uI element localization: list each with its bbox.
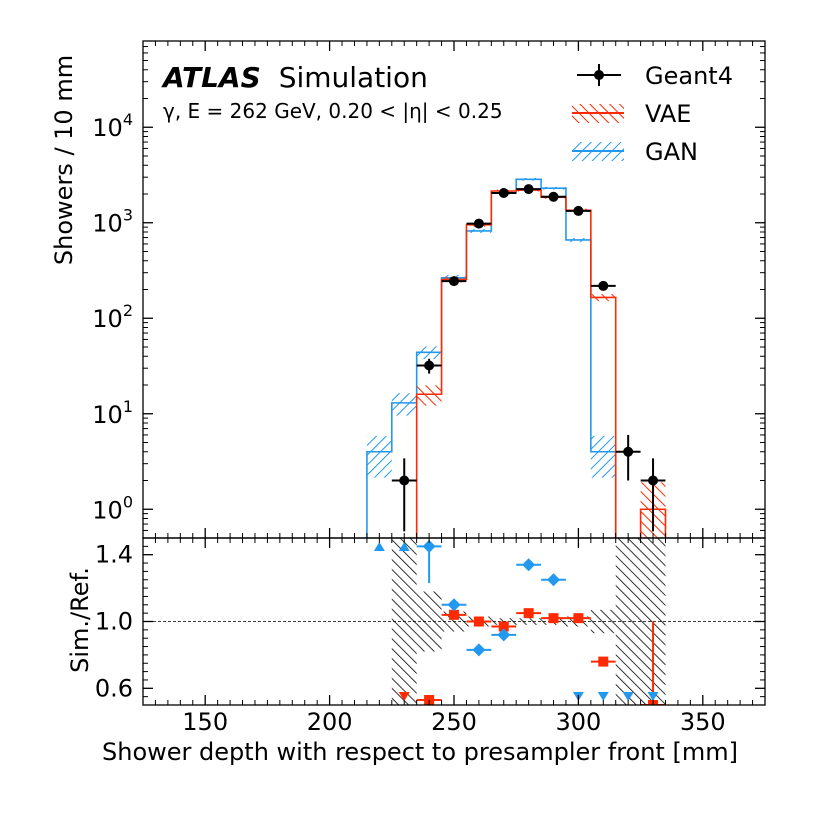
geant4-point-300	[573, 205, 584, 216]
legend-label-vae: VAE	[645, 100, 691, 128]
legend-item-geant4: Geant4	[577, 62, 733, 90]
vae-ratio-point-310	[598, 656, 609, 667]
main-y-tick-label: 104	[92, 110, 133, 142]
geant4-legend-marker	[594, 70, 604, 80]
main-y-tick-exponent: 0	[123, 492, 133, 511]
x-tick-label: 250	[431, 708, 477, 736]
main-y-tick-label: 101	[92, 397, 133, 429]
ratio-y-tick-label: 1.4	[95, 541, 133, 569]
gan-ratio-points	[416, 539, 566, 657]
ratio-content	[143, 538, 765, 705]
vae-ratio-point-240	[424, 694, 435, 705]
main-y-tick-label: 100	[92, 492, 133, 524]
vae-step-line	[415, 189, 667, 538]
gan-ratio-point-240	[422, 539, 436, 553]
geant4-point-230	[399, 475, 410, 486]
geant4-point-320	[623, 446, 634, 457]
main-histograms	[366, 178, 667, 538]
main-y-tick-exponent: 4	[123, 110, 133, 129]
ratio-y-ticks: 0.6 1.0 1.4	[95, 537, 765, 706]
gan-step-line	[366, 178, 617, 538]
gan-ratio-point-260	[472, 643, 486, 657]
gan-ratio-point-290	[547, 573, 561, 587]
gan-band-9	[590, 435, 616, 478]
legend-item-gan: GAN	[572, 138, 698, 166]
geant4-point-260	[473, 218, 484, 229]
ratio-y-axis-label: Sim./Ref.	[66, 567, 94, 673]
legend-label-gan: GAN	[645, 138, 698, 166]
ratio-frame	[142, 537, 766, 706]
main-y-tick-base: 10	[92, 401, 123, 429]
atlas-label: ATLAS Simulation	[161, 61, 428, 94]
geant4-point-290	[548, 191, 559, 202]
vae-ratio-point-260	[473, 616, 484, 627]
main-y-axis-label: Showers / 10 mm	[50, 55, 78, 265]
atlas-name: ATLAS	[161, 61, 261, 94]
gan-histogram	[366, 178, 617, 538]
x-axis-label: Shower depth with respect to presampler …	[102, 738, 738, 766]
legend-label-geant4: Geant4	[645, 62, 733, 90]
gan-ratio-point-280	[522, 558, 536, 572]
geant4-point-310	[598, 280, 609, 291]
ratio-offscale-markers	[373, 542, 659, 701]
vae-ratio-point-300	[573, 613, 584, 624]
x-tick-label: 200	[307, 708, 353, 736]
gan-offscale-marker-230	[398, 542, 410, 551]
gan-band-0	[366, 435, 392, 478]
geant4-point-330	[648, 475, 659, 486]
main-y-tick-label: 102	[92, 301, 133, 333]
main-y-tick-exponent: 3	[123, 206, 133, 225]
gan-ratio-point-250	[447, 598, 461, 612]
vae-band-2	[416, 385, 442, 406]
gan-offscale-marker-220	[373, 542, 385, 551]
atlas-suffix: Simulation	[279, 61, 428, 94]
vae-ratio-points	[416, 608, 666, 705]
vae-ratio-point-280	[523, 608, 534, 619]
gan-offscale-marker-310	[597, 692, 609, 701]
gan-ratio-point-270	[497, 628, 511, 642]
vae-ratio-point-270	[498, 621, 509, 632]
vae-offscale-marker-230	[398, 692, 410, 701]
main-y-tick-base: 10	[92, 496, 123, 524]
main-y-tick-label: 103	[92, 206, 133, 238]
geant4-point-240	[424, 360, 435, 371]
ratio-y-tick-label: 1.0	[95, 608, 133, 636]
gan-offscale-marker-330	[647, 692, 659, 701]
ratio-panel: 0.6 1.0 1.4 150 200 250 300 350 Sim./Ref. Show…	[66, 537, 766, 766]
ratio-x-ticks: 150 200 250 300 350	[142, 538, 766, 736]
geant4-point-250	[449, 276, 459, 287]
vae-ratio-point-290	[548, 613, 559, 624]
main-y-tick-exponent: 1	[123, 397, 133, 416]
gan-offscale-marker-320	[622, 692, 634, 701]
legend: Geant4 VAE GAN	[572, 62, 733, 166]
geant4-point-270	[498, 187, 509, 198]
x-tick-label: 150	[182, 708, 228, 736]
vae-ratio-point-250	[449, 609, 459, 620]
main-y-tick-base: 10	[92, 305, 123, 333]
legend-item-vae: VAE	[572, 100, 691, 128]
main-y-tick-exponent: 2	[123, 301, 133, 320]
geant4-point-280	[523, 184, 534, 195]
x-tick-label: 300	[555, 708, 601, 736]
gan-band-1	[391, 393, 417, 416]
main-y-tick-base: 10	[92, 210, 123, 238]
geant4-points	[391, 184, 666, 532]
condition-label: γ, E = 262 GeV, 0.20 < |η| < 0.25	[163, 99, 503, 123]
main-x-ticks	[142, 41, 766, 538]
ratio-y-tick-label: 0.6	[95, 674, 133, 702]
main-y-tick-base: 10	[92, 114, 123, 142]
x-tick-label: 350	[680, 708, 726, 736]
